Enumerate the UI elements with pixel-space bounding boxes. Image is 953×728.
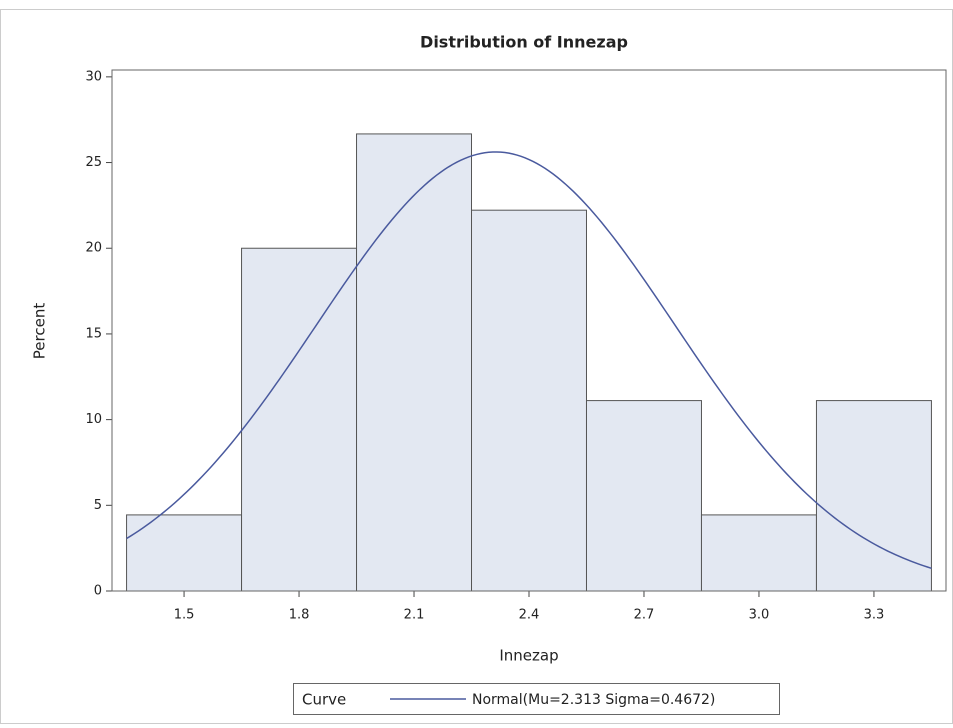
legend-title: Curve xyxy=(302,691,346,709)
legend-label: Normal(Mu=2.313 Sigma=0.4672) xyxy=(472,692,715,708)
x-tick-label: 3.0 xyxy=(749,608,770,623)
bar xyxy=(585,400,702,592)
x-tick-label: 2.1 xyxy=(404,608,425,623)
bar xyxy=(700,514,817,592)
y-tick-label: 15 xyxy=(85,326,102,341)
y-tick-label: 0 xyxy=(94,584,102,599)
x-tick-label: 1.8 xyxy=(289,608,310,623)
y-tick-label: 5 xyxy=(94,498,102,513)
y-tick-label: 20 xyxy=(85,241,102,256)
bar xyxy=(356,133,473,592)
legend-box xyxy=(293,683,780,715)
chart-title: Distribution of Innezap xyxy=(420,33,628,52)
x-axis-label: Innezap xyxy=(499,647,558,665)
plot-frame xyxy=(111,69,947,592)
y-tick-label: 10 xyxy=(85,412,102,427)
y-tick-label: 30 xyxy=(85,69,102,84)
y-tick-label: 25 xyxy=(85,155,102,170)
x-tick-label: 2.7 xyxy=(634,608,655,623)
x-tick-label: 3.3 xyxy=(864,608,885,623)
bar xyxy=(126,514,243,592)
y-axis-label: Percent xyxy=(31,303,49,360)
bar xyxy=(471,209,587,592)
normal-curve xyxy=(126,151,932,569)
bar xyxy=(241,247,358,592)
x-tick-label: 2.4 xyxy=(519,608,540,623)
x-tick-label: 1.5 xyxy=(174,608,195,623)
